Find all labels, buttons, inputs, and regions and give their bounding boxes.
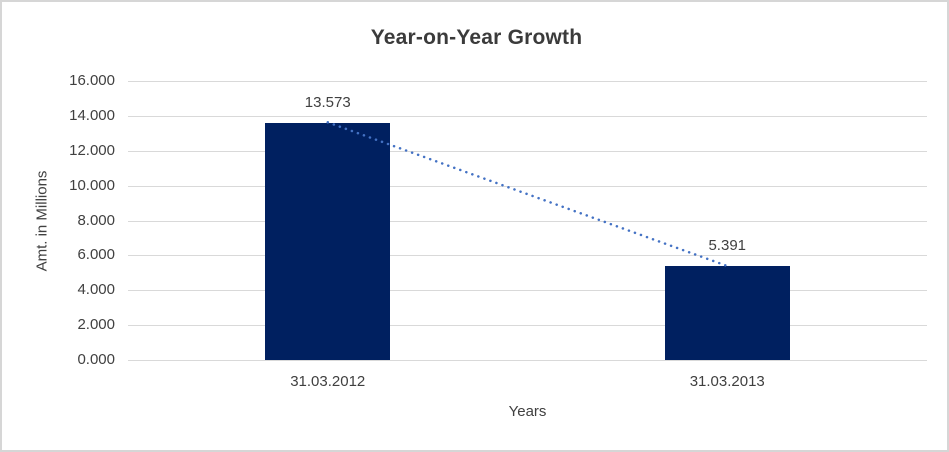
y-tick-label: 16.000 (69, 72, 115, 89)
y-tick-label: 10.000 (69, 176, 115, 194)
x-axis-title: Years (508, 403, 547, 420)
gridline (128, 360, 927, 361)
plot-area (128, 81, 927, 361)
data-label: 5.391 (708, 236, 747, 254)
gridline (128, 255, 927, 257)
bar-31.03.2013 (664, 266, 790, 360)
gridline (128, 115, 927, 117)
y-tick-label: 14.000 (69, 106, 115, 124)
chart-title: Year-on-Year Growth (370, 26, 583, 49)
gridline (128, 81, 927, 82)
gridline (128, 325, 927, 327)
gridline (128, 185, 927, 187)
gridline (128, 220, 927, 222)
x-tick-label: 31.03.2013 (689, 373, 765, 390)
y-tick-label: 8.000 (77, 211, 115, 229)
y-tick-label: 0.000 (77, 351, 115, 368)
y-tick-label: 6.000 (77, 246, 115, 264)
gridline (128, 150, 927, 152)
x-tick-label: 31.03.2012 (290, 373, 366, 390)
y-tick-label: 4.000 (77, 281, 115, 299)
y-tick-label: 12.000 (69, 141, 115, 159)
bar-31.03.2012 (265, 123, 391, 360)
gridline (128, 290, 927, 292)
y-tick-label: 2.000 (77, 316, 115, 334)
data-label: 13.573 (304, 94, 351, 112)
